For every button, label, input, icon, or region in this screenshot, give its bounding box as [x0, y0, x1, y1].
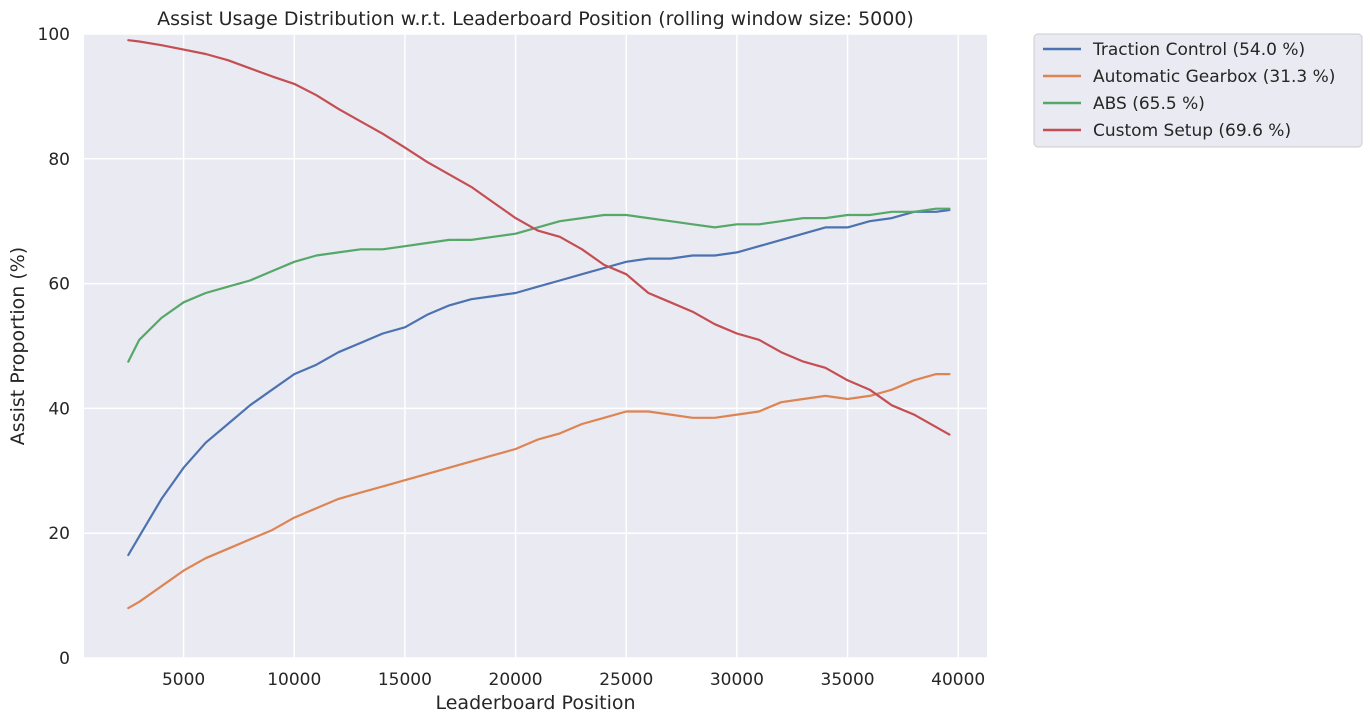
x-tick-label: 35000: [821, 670, 875, 690]
x-tick-label: 25000: [599, 670, 653, 690]
y-tick-label: 60: [48, 275, 70, 295]
x-tick-label: 20000: [489, 670, 543, 690]
legend: Traction Control (54.0 %) Automatic Gearb…: [1033, 33, 1363, 148]
y-tick-label: 40: [48, 399, 70, 419]
plot-area: [84, 34, 987, 658]
x-tick-label: 10000: [267, 670, 321, 690]
series-line-2: [127, 373, 951, 610]
x-tick-label: 5000: [162, 670, 205, 690]
x-tick-label: 40000: [931, 670, 985, 690]
chart-title: Assist Usage Distribution w.r.t. Leaderb…: [157, 8, 914, 30]
tick-labels: 5000 10000 15000 20000 25000 30000 35000 40000 0…: [38, 25, 986, 690]
x-axis-label: Leaderboard Position: [435, 692, 635, 714]
grid-lines: [84, 33, 987, 659]
x-tick-label: 30000: [710, 670, 764, 690]
y-tick-label: 0: [59, 649, 70, 669]
x-tick-label: 15000: [378, 670, 432, 690]
legend-label: ABS (65.5 %): [1093, 94, 1205, 114]
legend-label: Automatic Gearbox (31.3 %): [1093, 67, 1335, 87]
series-line-4: [127, 39, 951, 436]
series-lines: [127, 39, 951, 610]
series-line-1: [127, 208, 951, 557]
series-line-3: [127, 207, 951, 363]
y-axis-label: Assist Proportion (%): [7, 247, 29, 445]
legend-box: [1033, 33, 1363, 148]
y-tick-label: 20: [48, 524, 70, 544]
y-tick-label: 100: [38, 25, 70, 45]
legend-label: Custom Setup (69.6 %): [1093, 121, 1291, 141]
y-tick-label: 80: [48, 150, 70, 170]
legend-label: Traction Control (54.0 %): [1092, 40, 1305, 60]
